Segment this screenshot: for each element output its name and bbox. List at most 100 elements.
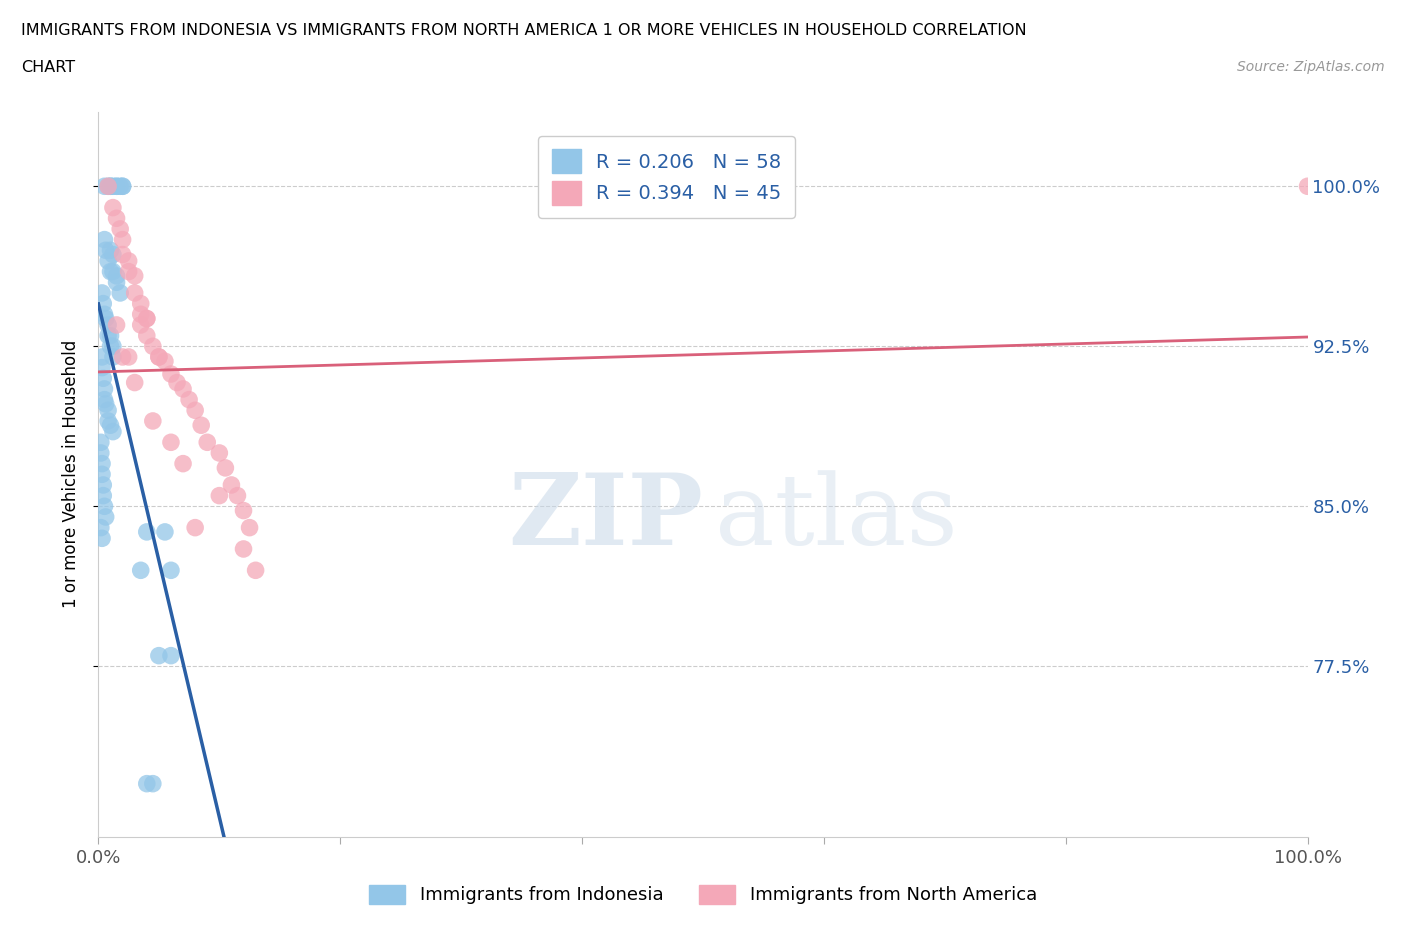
Point xyxy=(108,221,131,236)
Point xyxy=(94,396,117,411)
Point xyxy=(93,392,115,407)
Point xyxy=(97,328,120,343)
Point xyxy=(97,179,120,193)
Point xyxy=(91,531,114,546)
Point xyxy=(111,350,134,365)
Point xyxy=(160,563,183,578)
Point xyxy=(135,328,157,343)
Point xyxy=(100,179,122,193)
Point xyxy=(100,179,122,193)
Point xyxy=(91,488,114,503)
Point xyxy=(129,317,152,332)
Point xyxy=(111,179,134,193)
Point xyxy=(221,477,243,492)
Point xyxy=(101,424,124,439)
Point xyxy=(118,350,141,365)
Point xyxy=(101,247,124,262)
Point xyxy=(93,498,115,513)
Point xyxy=(153,525,176,539)
Point xyxy=(93,381,115,396)
Point xyxy=(148,350,170,365)
Point xyxy=(100,328,122,343)
Point xyxy=(93,232,115,247)
Point xyxy=(91,477,114,492)
Text: atlas: atlas xyxy=(716,470,957,565)
Point xyxy=(208,488,231,503)
Point xyxy=(179,392,201,407)
Legend: Immigrants from Indonesia, Immigrants from North America: Immigrants from Indonesia, Immigrants fr… xyxy=(361,878,1045,911)
Point xyxy=(97,317,120,332)
Point xyxy=(108,179,131,193)
Point xyxy=(129,563,152,578)
Point xyxy=(101,179,124,193)
Point xyxy=(105,211,128,226)
Point xyxy=(108,286,131,300)
Point xyxy=(184,403,207,418)
Point xyxy=(91,457,114,472)
Point xyxy=(93,179,115,193)
Point xyxy=(166,375,188,390)
Point xyxy=(208,445,231,460)
Point xyxy=(111,232,134,247)
Point xyxy=(97,179,120,193)
Point xyxy=(160,435,183,450)
Point xyxy=(97,414,120,429)
Point xyxy=(90,520,112,535)
Point xyxy=(190,418,212,432)
Point xyxy=(118,264,141,279)
Point xyxy=(124,375,146,390)
Point xyxy=(160,648,183,663)
Point xyxy=(214,460,236,475)
Point xyxy=(142,777,165,791)
Text: CHART: CHART xyxy=(21,60,75,75)
Point xyxy=(90,435,112,450)
Point xyxy=(160,366,183,381)
Point xyxy=(226,488,249,503)
Point xyxy=(91,350,114,365)
Point xyxy=(135,525,157,539)
Point xyxy=(111,179,134,193)
Y-axis label: 1 or more Vehicles in Household: 1 or more Vehicles in Household xyxy=(62,340,80,608)
Point xyxy=(153,353,176,368)
Point xyxy=(90,445,112,460)
Point xyxy=(129,307,152,322)
Point xyxy=(97,254,120,269)
Point xyxy=(1296,179,1319,193)
Point xyxy=(195,435,218,450)
Point xyxy=(94,243,117,258)
Point xyxy=(91,371,114,386)
Point xyxy=(101,264,124,279)
Point xyxy=(105,179,128,193)
Point xyxy=(142,414,165,429)
Point xyxy=(172,381,194,396)
Point xyxy=(118,254,141,269)
Point xyxy=(232,503,254,518)
Point xyxy=(100,339,122,353)
Point xyxy=(105,269,128,284)
Point xyxy=(111,247,134,262)
Point xyxy=(93,307,115,322)
Point xyxy=(129,296,152,311)
Point xyxy=(232,541,254,556)
Point xyxy=(148,648,170,663)
Point xyxy=(124,269,146,284)
Text: ZIP: ZIP xyxy=(508,470,703,566)
Point xyxy=(105,275,128,290)
Point xyxy=(105,179,128,193)
Point xyxy=(124,286,146,300)
Point xyxy=(91,467,114,482)
Point xyxy=(239,520,262,535)
Point xyxy=(135,777,157,791)
Point xyxy=(100,418,122,432)
Point xyxy=(94,510,117,525)
Point xyxy=(142,339,165,353)
Point xyxy=(135,312,157,326)
Point xyxy=(100,264,122,279)
Point xyxy=(172,457,194,472)
Point xyxy=(94,312,117,326)
Point xyxy=(184,520,207,535)
Point xyxy=(97,403,120,418)
Point xyxy=(91,360,114,375)
Text: Source: ZipAtlas.com: Source: ZipAtlas.com xyxy=(1237,60,1385,74)
Point xyxy=(101,350,124,365)
